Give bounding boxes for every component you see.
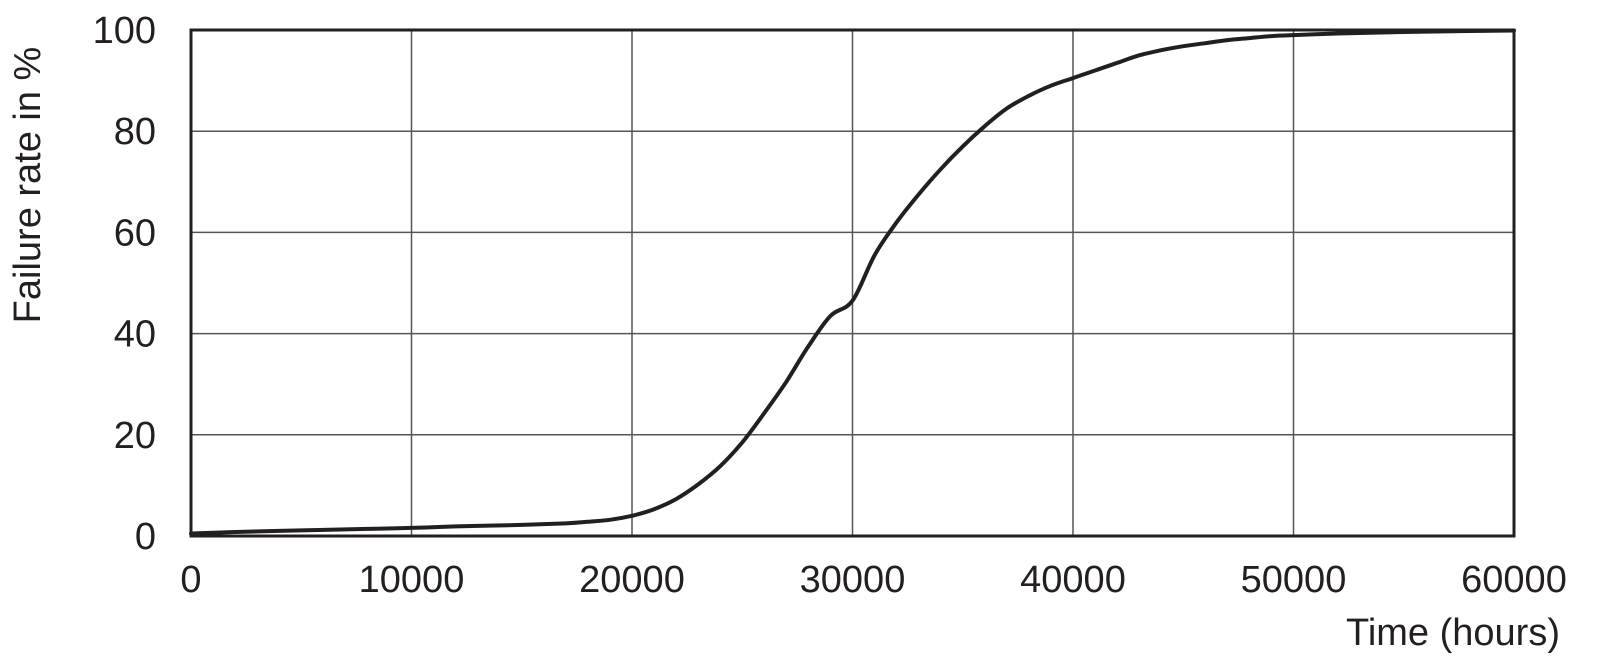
y-tick-label: 40 [114,314,156,356]
y-axis-label: Failure rate in % [7,47,49,324]
plot-area-frame [189,28,1516,538]
x-tick-label: 10000 [359,559,465,601]
y-tick-label: 80 [114,111,156,153]
y-tick-label: 20 [114,415,156,457]
y-axis-ticks: 0 20 40 60 80 100 [93,10,156,558]
series-layer [189,28,1516,536]
y-tick-label: 60 [114,212,156,254]
x-tick-label: 40000 [1020,559,1126,601]
x-tick-label: 30000 [800,559,906,601]
x-tick-label: 50000 [1241,559,1347,601]
x-axis-label: Time (hours) [1346,612,1560,654]
y-tick-label: 0 [135,516,156,558]
grid-lines [191,30,1514,536]
x-tick-label: 20000 [579,559,685,601]
failure-rate-curve [189,28,1516,536]
x-tick-label: 60000 [1461,559,1567,601]
x-tick-label: 0 [180,559,201,601]
y-tick-label: 100 [93,10,156,52]
x-axis-ticks: 0 10000 20000 30000 40000 50000 60000 [180,559,1566,601]
